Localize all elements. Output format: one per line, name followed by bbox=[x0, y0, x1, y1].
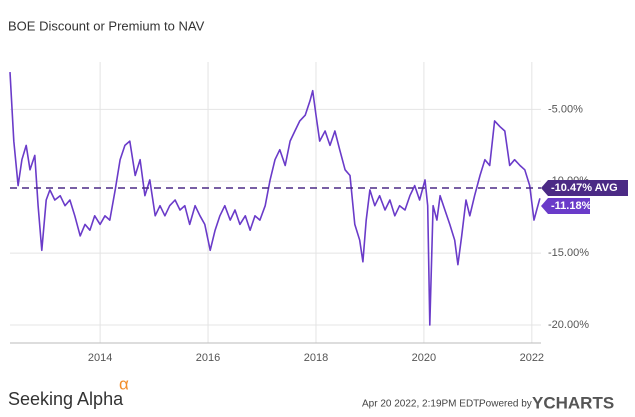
provider: YCHARTS bbox=[532, 393, 614, 412]
x-tick-label: 2016 bbox=[196, 352, 220, 364]
x-tick-label: 2020 bbox=[412, 352, 436, 364]
average-label: -10.47% AVG bbox=[551, 182, 618, 194]
average-tag bbox=[541, 180, 628, 197]
brand: Seeking Alpha bbox=[8, 389, 124, 409]
y-tick-label: -20.00% bbox=[548, 319, 589, 331]
y-tick-label: -15.00% bbox=[548, 247, 589, 259]
brand-mark: α bbox=[119, 374, 129, 393]
timestamp: Apr 20 2022, 2:19PM EDT. bbox=[362, 399, 481, 410]
x-tick-label: 2018 bbox=[304, 352, 328, 364]
y-tick-label: -5.00% bbox=[548, 103, 583, 115]
last-value-tag bbox=[541, 198, 590, 215]
powered-by: Powered by bbox=[479, 399, 532, 410]
x-tick-label: 2014 bbox=[88, 352, 112, 364]
chart-title: BOE Discount or Premium to NAV bbox=[8, 18, 205, 33]
line bbox=[9, 72, 541, 326]
x-tick-label: 2022 bbox=[520, 352, 544, 364]
last-value-label: -11.18% bbox=[551, 200, 592, 212]
